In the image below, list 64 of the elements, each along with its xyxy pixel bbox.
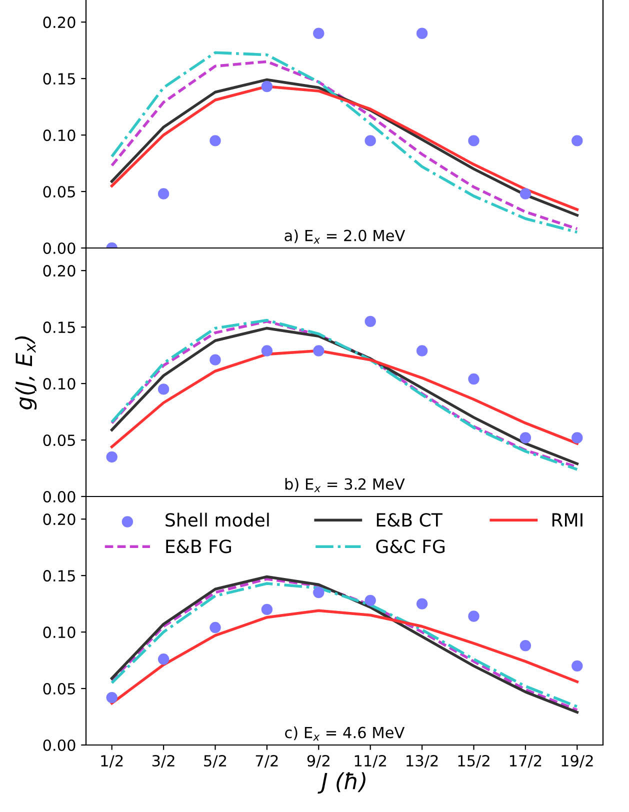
point <box>261 345 273 356</box>
point <box>364 316 376 328</box>
y-tick-label: 0.15 <box>43 322 75 334</box>
point <box>468 610 480 622</box>
y-tick-label: 0.20 <box>43 514 76 526</box>
point <box>158 188 170 200</box>
point <box>210 135 221 146</box>
point <box>520 640 532 652</box>
y-tick-label: 0.15 <box>43 73 75 85</box>
y-tick-label: 0.00 <box>43 739 76 752</box>
annotation: a) E$_{x}$ = 2.0 MeV <box>284 229 406 244</box>
x-tick-label: 5/2 <box>204 754 226 768</box>
y-tick-label: 0.05 <box>43 186 75 198</box>
point <box>313 345 324 356</box>
point <box>416 598 428 610</box>
y-tick-label: 0.20 <box>43 16 76 28</box>
y-tick-label: 0.00 <box>43 242 76 254</box>
legend-label: E&B CT <box>376 513 442 527</box>
x-axis-title: J (ħ) <box>318 772 366 794</box>
point <box>106 451 118 463</box>
point <box>572 660 583 672</box>
y-tick-label: 0.10 <box>43 626 76 638</box>
point <box>313 586 324 598</box>
annotation: b) E$_{x}$ = 3.2 MeV <box>285 478 405 492</box>
point <box>364 135 376 146</box>
y-tick-label: 0.00 <box>43 490 76 503</box>
point <box>468 373 480 385</box>
point <box>520 188 532 200</box>
y-tick-label: 0.10 <box>43 130 76 142</box>
x-tick-label: 9/2 <box>307 754 330 768</box>
x-tick-label: 17/2 <box>510 754 542 768</box>
x-tick-label: 13/2 <box>406 754 438 768</box>
x-tick-label: 11/2 <box>354 754 386 768</box>
x-tick-label: 1/2 <box>101 754 123 768</box>
legend-label: RMI <box>552 513 582 526</box>
point <box>210 622 221 634</box>
point <box>158 384 170 395</box>
y-tick-label: 0.05 <box>43 682 75 695</box>
y-tick-label: 0.15 <box>43 570 75 582</box>
point <box>313 28 324 39</box>
point <box>261 80 273 92</box>
point <box>572 432 583 444</box>
point <box>416 345 428 356</box>
point <box>261 604 273 616</box>
point <box>520 432 532 444</box>
point <box>106 692 118 704</box>
point <box>158 654 170 665</box>
y-axis-title: g(J, E$_{x}$) <box>15 336 37 410</box>
x-tick-label: 15/2 <box>458 754 490 768</box>
point <box>572 135 583 146</box>
x-tick-label: 3/2 <box>152 754 174 768</box>
x-tick-label: 19/2 <box>562 754 593 768</box>
y-tick-label: 0.20 <box>43 265 76 277</box>
y-tick-label: 0.05 <box>43 434 75 446</box>
point <box>468 135 480 146</box>
point <box>210 354 221 366</box>
annotation: c) E$_{x}$ = 4.6 MeV <box>285 726 405 741</box>
point <box>364 594 376 606</box>
point <box>416 28 428 39</box>
x-tick-label: 7/2 <box>256 754 278 768</box>
legend-label: Shell model <box>166 512 269 527</box>
legend-label: E&B FG <box>166 540 231 554</box>
legend-label: G&C FG <box>376 540 444 554</box>
y-tick-label: 0.10 <box>43 378 76 390</box>
